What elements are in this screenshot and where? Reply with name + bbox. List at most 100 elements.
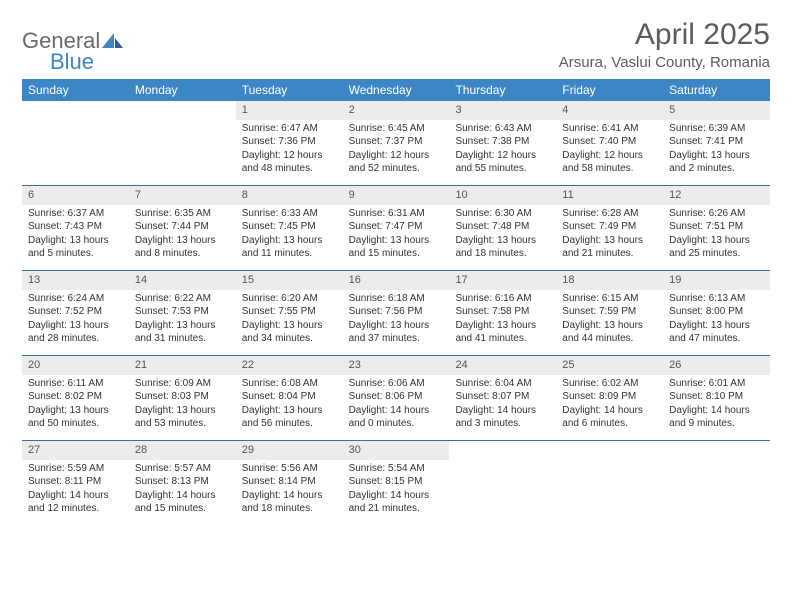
day-number: 7 — [129, 186, 236, 205]
sunrise-text: Sunrise: 6:35 AM — [135, 207, 230, 221]
daylight-text: Daylight: 14 hours and 18 minutes. — [242, 489, 337, 516]
sunset-text: Sunset: 7:41 PM — [669, 135, 764, 149]
daylight-text: Daylight: 14 hours and 12 minutes. — [28, 489, 123, 516]
logo-line2: Blue — [50, 51, 124, 73]
sunrise-text: Sunrise: 6:02 AM — [562, 377, 657, 391]
day-number: 6 — [22, 186, 129, 205]
sunrise-text: Sunrise: 6:31 AM — [349, 207, 444, 221]
daylight-text: Daylight: 13 hours and 11 minutes. — [242, 234, 337, 261]
calendar-day: 9Sunrise: 6:31 AMSunset: 7:47 PMDaylight… — [343, 186, 450, 270]
sunset-text: Sunset: 7:59 PM — [562, 305, 657, 319]
sunset-text: Sunset: 7:55 PM — [242, 305, 337, 319]
calendar-day: 23Sunrise: 6:06 AMSunset: 8:06 PMDayligh… — [343, 356, 450, 440]
calendar-day: 24Sunrise: 6:04 AMSunset: 8:07 PMDayligh… — [449, 356, 556, 440]
calendar-week: 27Sunrise: 5:59 AMSunset: 8:11 PMDayligh… — [22, 441, 770, 525]
title-block: April 2025 Arsura, Vaslui County, Romani… — [559, 18, 770, 71]
sunset-text: Sunset: 8:06 PM — [349, 390, 444, 404]
day-number: 2 — [343, 101, 450, 120]
sunrise-text: Sunrise: 6:18 AM — [349, 292, 444, 306]
sunrise-text: Sunrise: 6:15 AM — [562, 292, 657, 306]
day-body: Sunrise: 6:04 AMSunset: 8:07 PMDaylight:… — [449, 375, 556, 435]
day-number: 14 — [129, 271, 236, 290]
weeks-container: 1Sunrise: 6:47 AMSunset: 7:36 PMDaylight… — [22, 101, 770, 525]
day-body: Sunrise: 6:26 AMSunset: 7:51 PMDaylight:… — [663, 205, 770, 265]
sunrise-text: Sunrise: 6:09 AM — [135, 377, 230, 391]
sunset-text: Sunset: 7:43 PM — [28, 220, 123, 234]
sunrise-text: Sunrise: 6:08 AM — [242, 377, 337, 391]
daylight-text: Daylight: 14 hours and 9 minutes. — [669, 404, 764, 431]
calendar-day: 12Sunrise: 6:26 AMSunset: 7:51 PMDayligh… — [663, 186, 770, 270]
day-number: 13 — [22, 271, 129, 290]
day-body: Sunrise: 6:18 AMSunset: 7:56 PMDaylight:… — [343, 290, 450, 350]
header: General April 2025 Arsura, Vaslui County… — [22, 18, 770, 71]
day-number: 17 — [449, 271, 556, 290]
calendar-day: 3Sunrise: 6:43 AMSunset: 7:38 PMDaylight… — [449, 101, 556, 185]
sunset-text: Sunset: 8:15 PM — [349, 475, 444, 489]
calendar-week: 1Sunrise: 6:47 AMSunset: 7:36 PMDaylight… — [22, 101, 770, 186]
day-body: Sunrise: 6:37 AMSunset: 7:43 PMDaylight:… — [22, 205, 129, 265]
daylight-text: Daylight: 12 hours and 48 minutes. — [242, 149, 337, 176]
day-body: Sunrise: 6:09 AMSunset: 8:03 PMDaylight:… — [129, 375, 236, 435]
day-number: 16 — [343, 271, 450, 290]
sunrise-text: Sunrise: 6:20 AM — [242, 292, 337, 306]
daylight-text: Daylight: 13 hours and 50 minutes. — [28, 404, 123, 431]
day-number: 4 — [556, 101, 663, 120]
calendar-day: 18Sunrise: 6:15 AMSunset: 7:59 PMDayligh… — [556, 271, 663, 355]
sunset-text: Sunset: 7:47 PM — [349, 220, 444, 234]
sunset-text: Sunset: 7:38 PM — [455, 135, 550, 149]
sunset-text: Sunset: 8:04 PM — [242, 390, 337, 404]
daylight-text: Daylight: 13 hours and 31 minutes. — [135, 319, 230, 346]
day-body: Sunrise: 6:16 AMSunset: 7:58 PMDaylight:… — [449, 290, 556, 350]
daylight-text: Daylight: 12 hours and 58 minutes. — [562, 149, 657, 176]
day-body: Sunrise: 6:02 AMSunset: 8:09 PMDaylight:… — [556, 375, 663, 435]
daylight-text: Daylight: 13 hours and 53 minutes. — [135, 404, 230, 431]
daylight-text: Daylight: 13 hours and 34 minutes. — [242, 319, 337, 346]
day-body: Sunrise: 5:59 AMSunset: 8:11 PMDaylight:… — [22, 460, 129, 520]
sunrise-text: Sunrise: 6:22 AM — [135, 292, 230, 306]
daylight-text: Daylight: 12 hours and 52 minutes. — [349, 149, 444, 176]
calendar-day: 28Sunrise: 5:57 AMSunset: 8:13 PMDayligh… — [129, 441, 236, 525]
page-title: April 2025 — [559, 18, 770, 52]
day-body: Sunrise: 6:08 AMSunset: 8:04 PMDaylight:… — [236, 375, 343, 435]
calendar-day: 21Sunrise: 6:09 AMSunset: 8:03 PMDayligh… — [129, 356, 236, 440]
logo-sail-icon — [102, 31, 124, 53]
daylight-text: Daylight: 14 hours and 3 minutes. — [455, 404, 550, 431]
day-body: Sunrise: 6:13 AMSunset: 8:00 PMDaylight:… — [663, 290, 770, 350]
sunrise-text: Sunrise: 6:43 AM — [455, 122, 550, 136]
daylight-text: Daylight: 13 hours and 2 minutes. — [669, 149, 764, 176]
day-number: 24 — [449, 356, 556, 375]
calendar-day: 13Sunrise: 6:24 AMSunset: 7:52 PMDayligh… — [22, 271, 129, 355]
calendar-day: 14Sunrise: 6:22 AMSunset: 7:53 PMDayligh… — [129, 271, 236, 355]
calendar-day: 4Sunrise: 6:41 AMSunset: 7:40 PMDaylight… — [556, 101, 663, 185]
location-subtitle: Arsura, Vaslui County, Romania — [559, 54, 770, 71]
daylight-text: Daylight: 13 hours and 8 minutes. — [135, 234, 230, 261]
sunrise-text: Sunrise: 6:47 AM — [242, 122, 337, 136]
calendar-day: 15Sunrise: 6:20 AMSunset: 7:55 PMDayligh… — [236, 271, 343, 355]
day-body: Sunrise: 6:35 AMSunset: 7:44 PMDaylight:… — [129, 205, 236, 265]
day-body: Sunrise: 6:39 AMSunset: 7:41 PMDaylight:… — [663, 120, 770, 180]
sunrise-text: Sunrise: 6:26 AM — [669, 207, 764, 221]
day-number: 1 — [236, 101, 343, 120]
day-number: 21 — [129, 356, 236, 375]
day-number: 3 — [449, 101, 556, 120]
calendar-day: 19Sunrise: 6:13 AMSunset: 8:00 PMDayligh… — [663, 271, 770, 355]
calendar-page: General April 2025 Arsura, Vaslui County… — [0, 0, 792, 543]
sunrise-text: Sunrise: 6:13 AM — [669, 292, 764, 306]
daylight-text: Daylight: 13 hours and 21 minutes. — [562, 234, 657, 261]
sunrise-text: Sunrise: 6:41 AM — [562, 122, 657, 136]
calendar-day: 20Sunrise: 6:11 AMSunset: 8:02 PMDayligh… — [22, 356, 129, 440]
calendar-day: 26Sunrise: 6:01 AMSunset: 8:10 PMDayligh… — [663, 356, 770, 440]
sunset-text: Sunset: 8:14 PM — [242, 475, 337, 489]
weekday-header: Monday — [129, 79, 236, 101]
day-body: Sunrise: 6:24 AMSunset: 7:52 PMDaylight:… — [22, 290, 129, 350]
day-number: 28 — [129, 441, 236, 460]
weekday-header: Sunday — [22, 79, 129, 101]
sunset-text: Sunset: 7:58 PM — [455, 305, 550, 319]
day-body: Sunrise: 6:30 AMSunset: 7:48 PMDaylight:… — [449, 205, 556, 265]
calendar-week: 13Sunrise: 6:24 AMSunset: 7:52 PMDayligh… — [22, 271, 770, 356]
weekday-header-row: SundayMondayTuesdayWednesdayThursdayFrid… — [22, 79, 770, 101]
day-number: 23 — [343, 356, 450, 375]
day-number: 27 — [22, 441, 129, 460]
sunset-text: Sunset: 8:00 PM — [669, 305, 764, 319]
calendar-day-empty — [663, 441, 770, 525]
